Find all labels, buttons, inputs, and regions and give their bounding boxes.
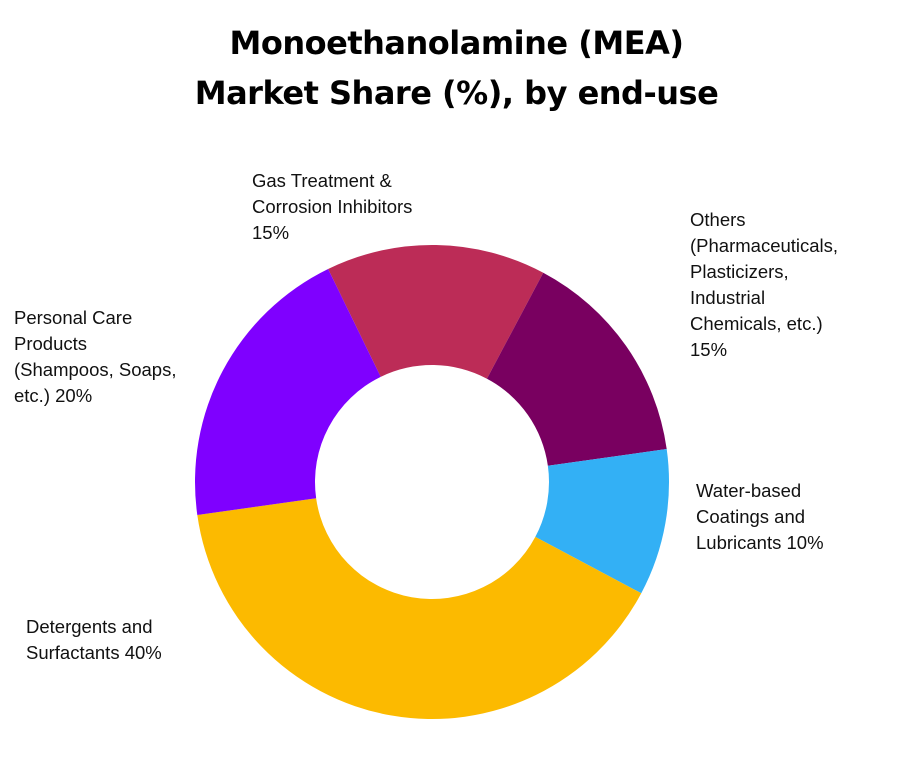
chart-title-line-1: Monoethanolamine (MEA) xyxy=(229,24,684,62)
segment-personal xyxy=(195,268,381,515)
chart-title-line-2: Market Share (%), by end-use xyxy=(194,74,719,112)
segment-water xyxy=(535,449,669,594)
label-water-based-coatings: Water-based Coatings and Lubricants 10% xyxy=(696,480,824,553)
label-personal-care: Personal Care Products (Shampoos, Soaps,… xyxy=(14,307,177,406)
segment-gas xyxy=(328,244,544,379)
label-detergents: Detergents and Surfactants 40% xyxy=(26,616,162,663)
label-gas-treatment: Gas Treatment & Corrosion Inhibitors 15% xyxy=(252,170,413,243)
segment-detergents xyxy=(197,498,642,719)
label-others: Others (Pharmaceuticals, Plasticizers, I… xyxy=(690,209,839,360)
chart-title: Monoethanolamine (MEA) Market Share (%),… xyxy=(0,18,913,118)
donut-segments xyxy=(195,244,669,719)
segment-others xyxy=(486,272,667,466)
